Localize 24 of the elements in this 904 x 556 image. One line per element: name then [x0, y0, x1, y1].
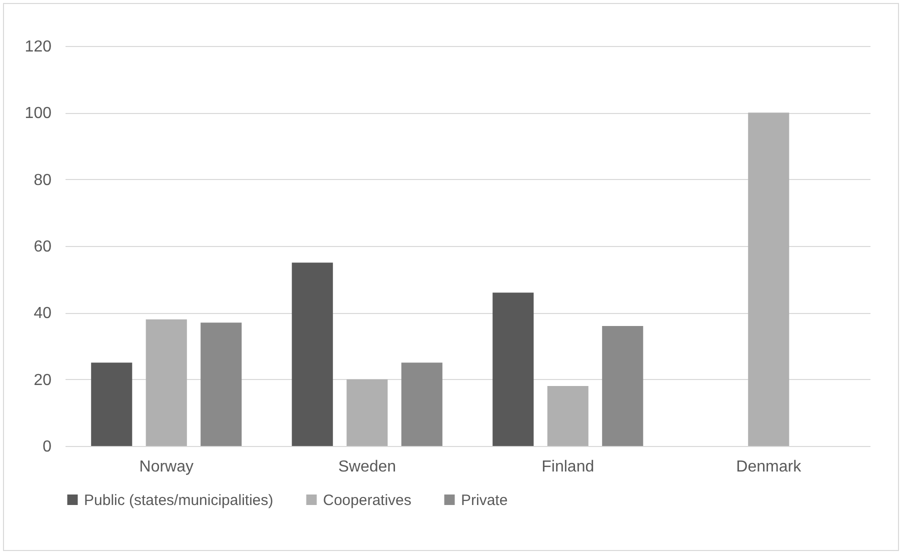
y-tick-label: 0	[42, 438, 52, 456]
y-tick-label: 120	[24, 38, 52, 56]
y-tick-label: 40	[34, 305, 52, 322]
bar	[146, 319, 187, 446]
legend-label: Public (states/municipalities)	[84, 492, 274, 509]
bar	[91, 362, 132, 446]
bar	[346, 379, 388, 446]
y-tick-label: 100	[24, 105, 52, 122]
legend-label: Private	[461, 492, 508, 509]
y-tick-label: 20	[34, 372, 52, 389]
bar	[200, 322, 242, 446]
bar	[292, 262, 333, 446]
y-tick-label: 60	[34, 238, 52, 256]
x-tick-label: Finland	[542, 458, 594, 476]
legend-label: Cooperatives	[323, 492, 412, 509]
bar	[492, 292, 534, 446]
y-tick-label: 80	[34, 172, 52, 189]
bar	[547, 386, 588, 446]
x-tick-label: Denmark	[736, 458, 802, 476]
x-tick-label: Sweden	[338, 458, 396, 476]
bar	[748, 112, 790, 446]
bar	[602, 326, 644, 446]
x-tick-label: Norway	[139, 458, 194, 476]
bar	[401, 362, 442, 446]
